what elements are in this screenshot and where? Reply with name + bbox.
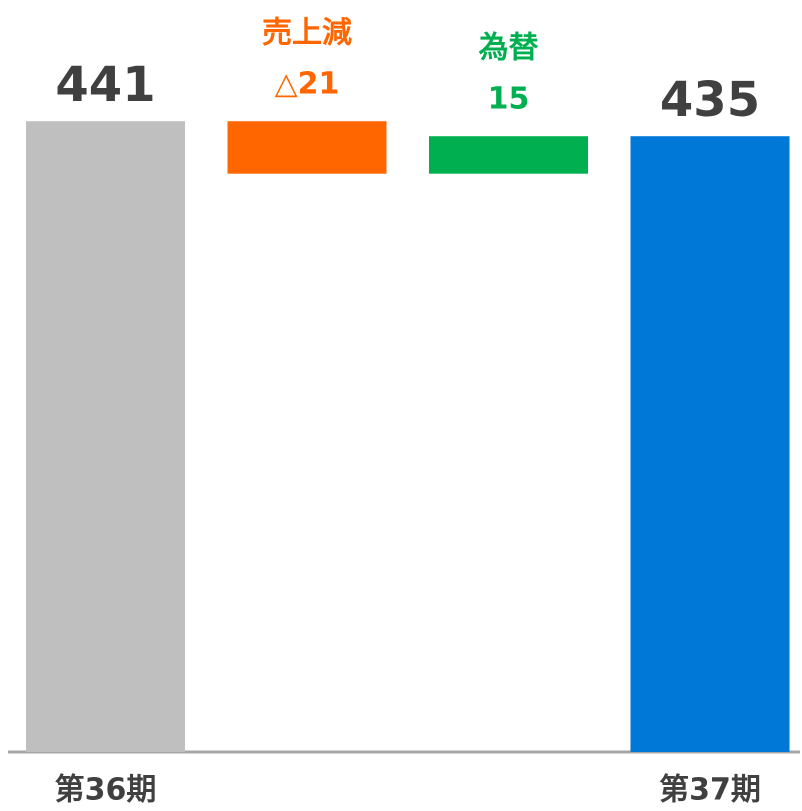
value-label: 435 [660, 72, 760, 128]
bar [630, 136, 790, 752]
category-label: 売上減 [262, 16, 352, 51]
category-label: 為替 [479, 31, 539, 66]
category-label: 第37期 [659, 773, 761, 808]
value-label: 15 [488, 82, 530, 117]
value-label: △21 [275, 67, 340, 102]
bar [429, 136, 588, 174]
value-label: 441 [55, 57, 155, 113]
bar [26, 121, 185, 752]
bar [227, 121, 387, 174]
category-label: 第36期 [55, 773, 157, 808]
